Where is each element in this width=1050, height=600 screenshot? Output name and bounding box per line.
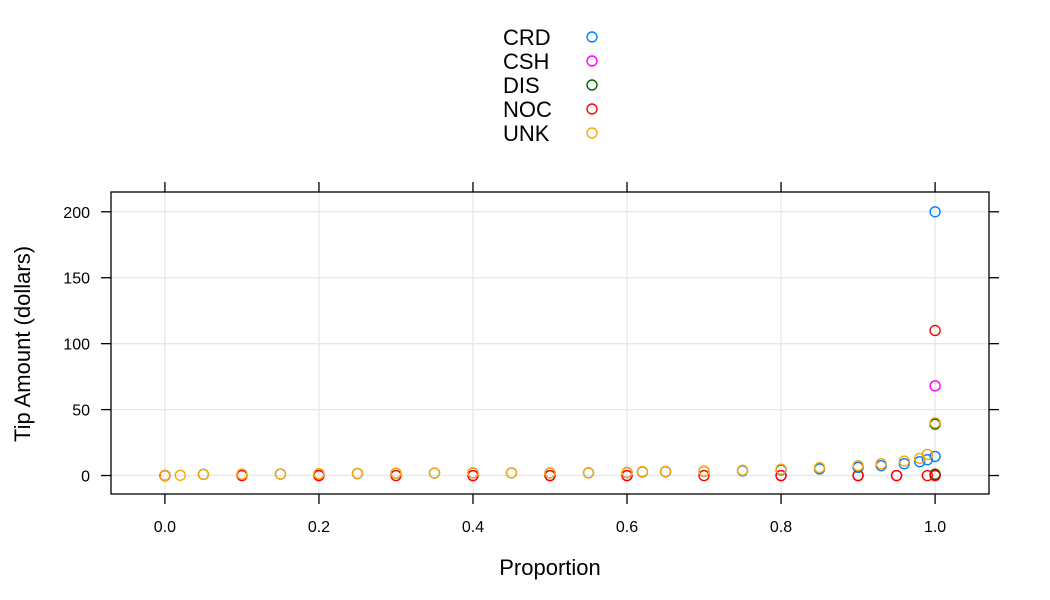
data-point-unk — [775, 463, 787, 475]
data-point-unk — [636, 465, 649, 478]
data-point-unk — [467, 467, 479, 479]
data-point-crd — [913, 455, 926, 468]
data-point-unk — [929, 417, 941, 429]
data-point-noc — [890, 469, 903, 482]
plot-border — [110, 191, 990, 495]
data-point-unk — [736, 464, 749, 476]
x-tick-label: 0.2 — [308, 519, 330, 536]
x-axis: 0.0 0.2 0.4 0.6 0.8 1.0 — [154, 182, 946, 536]
data-point-unk — [197, 468, 210, 481]
data-point-noc — [621, 469, 633, 482]
grid — [111, 192, 989, 494]
y-axis: 0 50 100 150 200 — [63, 205, 999, 486]
y-tick-label: 100 — [63, 337, 90, 354]
data-point-csh — [929, 380, 941, 392]
data-point-noc — [929, 324, 941, 337]
x-tick-label: 1.0 — [924, 519, 946, 536]
data-point-unk — [875, 457, 887, 470]
y-tick-label: 150 — [63, 271, 90, 288]
data-point-unk — [621, 466, 633, 479]
data-point-unk — [274, 468, 287, 480]
data-point-unk — [544, 467, 556, 479]
legend-label-unk: UNK — [503, 121, 550, 146]
data-point-unk — [174, 469, 187, 481]
legend-label-csh: CSH — [503, 49, 549, 74]
legend-marker-noc — [586, 103, 598, 115]
x-axis-label: Proportion — [499, 555, 601, 580]
data-point-crd — [929, 206, 941, 218]
y-axis-label: Tip Amount (dollars) — [10, 246, 35, 442]
data-point-unk — [659, 465, 672, 478]
y-tick-label: 50 — [72, 403, 90, 420]
data-point-crd — [921, 454, 934, 466]
data-point-noc — [921, 469, 934, 482]
legend-marker-crd — [586, 31, 598, 43]
data-points — [159, 206, 941, 482]
x-tick-label: 0.8 — [770, 519, 792, 536]
data-point-unk — [390, 467, 402, 479]
data-point-unk — [505, 467, 518, 479]
data-point-unk — [582, 467, 595, 479]
data-point-noc — [929, 469, 941, 482]
x-tick-label: 0.0 — [154, 519, 176, 536]
data-point-unk — [313, 468, 325, 480]
data-point-noc — [775, 469, 787, 482]
x-tick-label: 0.4 — [462, 519, 484, 536]
data-point-noc — [698, 469, 710, 482]
data-point-unk — [698, 465, 710, 477]
legend-label-noc: NOC — [503, 97, 552, 122]
x-tick-label: 0.6 — [616, 519, 638, 536]
data-point-unk — [852, 459, 864, 472]
legend-marker-dis — [586, 79, 598, 91]
data-point-unk — [159, 469, 171, 482]
plot-frame — [110, 191, 990, 495]
data-point-unk — [428, 467, 441, 479]
legend-marker-unk — [586, 127, 598, 139]
legend-label-crd: CRD — [503, 25, 551, 50]
y-tick-label: 200 — [63, 205, 90, 222]
legend-label-dis: DIS — [503, 73, 540, 98]
data-point-crd — [929, 450, 941, 463]
legend-marker-csh — [586, 55, 598, 67]
data-point-unk — [813, 461, 826, 474]
data-point-unk — [898, 455, 910, 467]
data-point-unk — [351, 467, 364, 480]
y-tick-label: 0 — [81, 469, 90, 486]
data-point-unk — [236, 468, 248, 480]
data-point-unk — [921, 448, 934, 461]
